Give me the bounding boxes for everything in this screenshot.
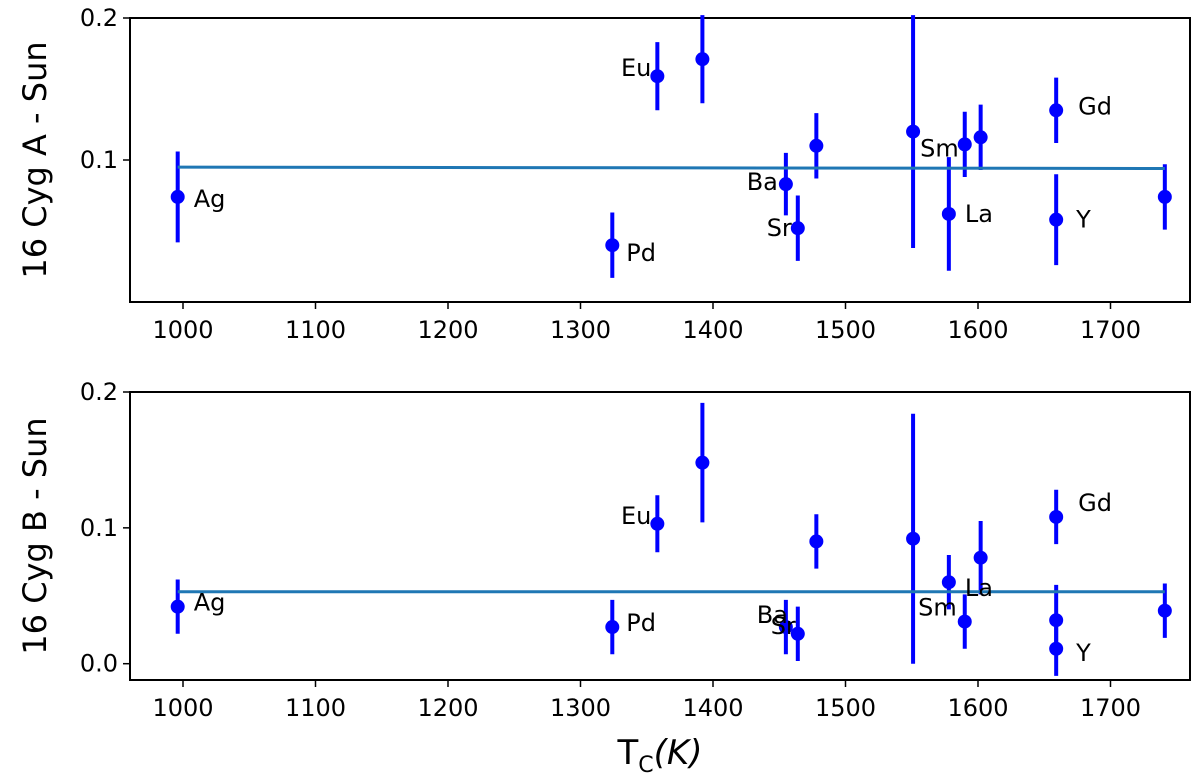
data-point (170, 599, 185, 614)
x-tick-label: 1300 (550, 694, 611, 722)
x-tick-label: 1100 (285, 694, 346, 722)
data-point (957, 614, 972, 629)
x-tick-label: 1400 (682, 316, 743, 344)
y-axis-label: 16 Cyg B - Sun (16, 417, 54, 654)
y-tick-label: 0.2 (80, 4, 118, 32)
data-point (941, 575, 956, 590)
element-label: Sr (771, 612, 796, 640)
data-point (906, 531, 921, 546)
data-point (650, 516, 665, 531)
data-point (695, 52, 710, 67)
data-point (778, 620, 793, 635)
data-point (790, 626, 805, 641)
element-label: Ba (757, 601, 788, 629)
x-tick-label: 1700 (1080, 316, 1141, 344)
element-label: Pd (626, 239, 656, 267)
element-label: Gd (1078, 92, 1112, 120)
y-axis-label: 16 Cyg A - Sun (16, 41, 54, 278)
y-tick-label: 0.2 (80, 378, 118, 406)
data-point (809, 534, 824, 549)
element-label: Sr (767, 214, 792, 242)
element-label: Gd (1078, 489, 1112, 517)
data-point (1049, 212, 1064, 227)
data-point (605, 620, 620, 635)
element-label: La (965, 200, 993, 228)
data-point (941, 206, 956, 221)
data-point (778, 177, 793, 192)
element-label: Ag (194, 185, 226, 213)
x-tick-label: 1000 (152, 316, 213, 344)
data-point (1157, 189, 1172, 204)
y-tick-label: 0.1 (80, 514, 118, 542)
element-label: Y (1075, 206, 1091, 234)
axes-frame (129, 391, 1191, 681)
element-label: Y (1075, 639, 1091, 667)
x-tick-label: 1100 (285, 316, 346, 344)
data-point (809, 138, 824, 153)
data-point (170, 189, 185, 204)
x-tick-label: 1600 (947, 316, 1008, 344)
data-point (790, 221, 805, 236)
x-tick-label: 1200 (417, 694, 478, 722)
x-tick-label: 1300 (550, 316, 611, 344)
data-point (1049, 613, 1064, 628)
x-axis-label-unit: (K) (654, 733, 703, 773)
panel-16-cyg-a: 1000 1100 1200 1300 1400 1500 1600 1700 0.1 0.2 16… (16, 4, 1191, 344)
data-point (906, 124, 921, 139)
axes-frame (129, 17, 1191, 303)
data-point (957, 137, 972, 152)
fit-line (177, 165, 1165, 171)
x-tick-label: 1400 (682, 694, 743, 722)
element-label: Eu (621, 54, 651, 82)
element-label: Sm (918, 594, 957, 622)
x-tick-label: 1200 (417, 316, 478, 344)
data-point (605, 238, 620, 253)
element-label: Ba (747, 168, 778, 196)
data-point (695, 455, 710, 470)
element-label: Ag (194, 589, 226, 617)
data-point (1049, 641, 1064, 656)
data-point (1157, 603, 1172, 618)
data-point (973, 550, 988, 565)
element-label: La (965, 574, 993, 602)
x-axis-label: TC(K) (617, 733, 703, 778)
x-tick-label: 1700 (1080, 694, 1141, 722)
panel-16-cyg-b: 1000 1100 1200 1300 1400 1500 1600 1700 0.0 0.1 0.… (16, 378, 1191, 722)
x-tick-label: 1500 (815, 316, 876, 344)
x-axis-label-subscript: C (638, 753, 653, 778)
element-label: Eu (621, 502, 651, 530)
y-tick-label: 0.1 (80, 146, 118, 174)
element-label: Pd (626, 609, 656, 637)
x-tick-label: 1500 (815, 694, 876, 722)
data-point (1049, 509, 1064, 524)
y-tick-label: 0.0 (80, 650, 118, 678)
x-axis-label-main: T (617, 733, 639, 773)
x-tick-label: 1000 (152, 694, 213, 722)
data-point (1049, 103, 1064, 118)
x-tick-label: 1600 (947, 694, 1008, 722)
data-point (973, 130, 988, 145)
data-point (650, 69, 665, 84)
element-label: Sm (920, 134, 959, 162)
